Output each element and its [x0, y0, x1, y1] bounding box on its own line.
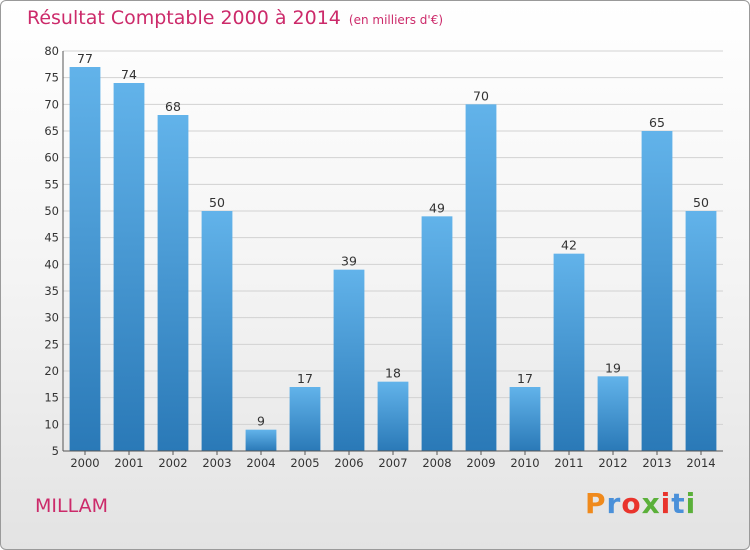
bar-value-label: 77 — [77, 51, 93, 66]
y-tick-label: 30 — [44, 311, 59, 325]
bar — [245, 429, 277, 451]
place-name: MILLAM — [35, 495, 108, 517]
x-tick-label: 2008 — [422, 456, 451, 470]
bar-value-label: 9 — [257, 414, 265, 429]
x-tick-label: 2009 — [466, 456, 495, 470]
x-tick-label: 2014 — [686, 456, 715, 470]
x-tick-label: 2011 — [554, 456, 583, 470]
bar-value-label: 17 — [517, 371, 533, 386]
bar-value-label: 19 — [605, 360, 621, 375]
bar — [333, 269, 365, 451]
bar — [641, 131, 673, 451]
x-tick-label: 2002 — [158, 456, 187, 470]
y-tick-label: 70 — [44, 97, 59, 111]
bar — [69, 67, 101, 451]
x-tick-label: 2006 — [334, 456, 363, 470]
bar-value-label: 50 — [693, 195, 709, 210]
y-tick-label: 25 — [44, 337, 59, 351]
y-tick-label: 65 — [44, 124, 59, 138]
bar-value-label: 18 — [385, 366, 401, 381]
x-tick-label: 2005 — [290, 456, 319, 470]
bar-value-label: 39 — [341, 254, 357, 269]
logo-letter: x — [641, 487, 661, 520]
bar-value-label: 70 — [473, 88, 489, 103]
x-tick-label: 2004 — [246, 456, 275, 470]
x-tick-label: 2007 — [378, 456, 407, 470]
y-tick-label: 15 — [44, 391, 59, 405]
bar — [465, 104, 497, 451]
bar-value-label: 17 — [297, 371, 313, 386]
x-tick-label: 2013 — [642, 456, 671, 470]
bar — [157, 115, 189, 451]
y-tick-label: 20 — [44, 364, 59, 378]
y-tick-label: 50 — [44, 204, 59, 218]
bar-value-label: 74 — [121, 67, 137, 82]
bar — [289, 387, 321, 451]
bar-value-label: 42 — [561, 238, 577, 253]
bar — [377, 381, 409, 451]
y-tick-label: 55 — [44, 177, 59, 191]
x-tick-label: 2010 — [510, 456, 539, 470]
title-main: Résultat Comptable 2000 à 2014 — [27, 7, 341, 29]
bar — [421, 216, 453, 451]
bar — [509, 387, 541, 451]
bar-value-label: 49 — [429, 200, 445, 215]
logo-letter: r — [606, 487, 622, 520]
logo-letter: i — [685, 487, 697, 520]
y-tick-label: 5 — [52, 444, 59, 458]
proxiti-logo: Proxiti — [585, 487, 696, 520]
y-tick-label: 75 — [44, 71, 59, 85]
bars: 77 74 68 50 9 17 39 18 49 70 17 42 19 65 50 — [69, 51, 717, 451]
x-tick-label: 2012 — [598, 456, 627, 470]
bar-value-label: 65 — [649, 115, 665, 130]
y-tick-label: 40 — [44, 257, 59, 271]
y-tick-label: 80 — [44, 44, 59, 58]
chart-title: Résultat Comptable 2000 à 2014 (en millie… — [27, 7, 443, 29]
bar-value-label: 50 — [209, 195, 225, 210]
x-tick-label: 2000 — [70, 456, 99, 470]
bar — [201, 211, 233, 451]
logo-letter: P — [585, 487, 607, 520]
bar — [553, 253, 585, 451]
bar-value-label: 68 — [165, 99, 181, 114]
title-unit: (en milliers d'€) — [348, 13, 444, 27]
bar — [113, 83, 145, 451]
bar — [597, 376, 629, 451]
axes: 5 10 15 20 25 30 35 40 45 50 55 60 65 70 75 80 2000 2001 2… — [44, 44, 723, 470]
y-tick-label: 10 — [44, 417, 59, 431]
y-tick-label: 60 — [44, 151, 59, 165]
bar — [685, 211, 717, 451]
x-tick-label: 2001 — [114, 456, 143, 470]
logo-letter: o — [621, 487, 642, 520]
logo-letter: i — [660, 487, 672, 520]
x-tick-label: 2003 — [202, 456, 231, 470]
y-tick-label: 35 — [44, 284, 59, 298]
y-tick-label: 45 — [44, 231, 59, 245]
logo-letter: t — [671, 487, 686, 520]
